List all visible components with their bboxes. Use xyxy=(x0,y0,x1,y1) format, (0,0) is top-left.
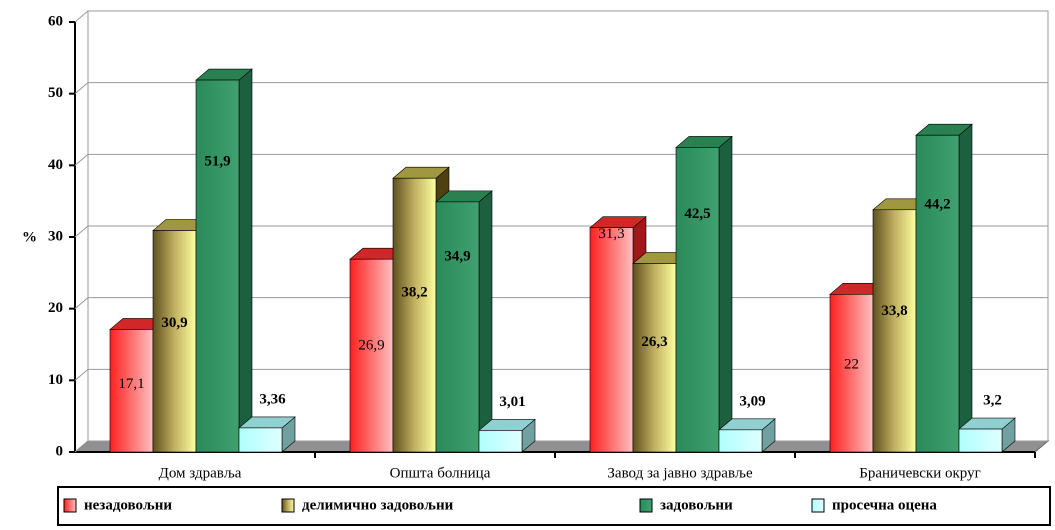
legend-label: делимично задовољни xyxy=(302,497,454,513)
bar xyxy=(675,147,720,453)
bar xyxy=(238,427,283,453)
y-tick-label: 0 xyxy=(56,443,64,459)
bar xyxy=(152,230,197,453)
bar xyxy=(718,429,763,453)
value-label: 3,36 xyxy=(259,391,286,407)
legend-label: незадовољни xyxy=(84,497,172,513)
value-label: 3,2 xyxy=(983,393,1002,409)
y-tick-label: 40 xyxy=(48,157,63,173)
x-tick-label: Дом здравља xyxy=(159,465,242,481)
value-label: 26,3 xyxy=(641,334,667,350)
x-tick-label: Завод за јавно здравље xyxy=(607,465,753,481)
bar xyxy=(195,79,240,453)
value-label: 17,1 xyxy=(118,376,144,392)
value-label: 22 xyxy=(844,357,859,373)
bar xyxy=(632,263,677,453)
bar xyxy=(109,329,154,453)
bar-side xyxy=(238,68,253,453)
value-label: 38,2 xyxy=(401,285,427,301)
value-label: 42,5 xyxy=(684,206,710,222)
y-tick-label: 20 xyxy=(48,300,63,316)
legend-label: задовољни xyxy=(660,497,733,513)
bar xyxy=(872,209,917,453)
bar xyxy=(349,258,394,453)
value-label: 31,3 xyxy=(598,226,624,242)
bar-side xyxy=(478,190,493,453)
y-tick-label: 50 xyxy=(48,85,63,101)
value-label: 51,9 xyxy=(204,153,230,169)
bar xyxy=(915,134,960,453)
bar-side xyxy=(718,135,733,453)
value-label: 44,2 xyxy=(924,196,950,212)
bar xyxy=(392,177,437,453)
legend-swatch xyxy=(63,498,77,513)
grid-line xyxy=(74,10,1048,23)
value-label: 34,9 xyxy=(444,248,470,264)
y-tick-label: 30 xyxy=(48,228,63,244)
x-tick-label: Браничевски округ xyxy=(859,465,981,481)
legend-label: просечна оцена xyxy=(832,497,937,513)
y-axis-label: % xyxy=(22,229,37,245)
y-tick-label: 10 xyxy=(48,372,63,388)
value-label: 30,9 xyxy=(161,315,187,331)
value-label: 26,9 xyxy=(358,337,384,353)
x-tick-label: Општа болница xyxy=(390,465,491,481)
grid-line xyxy=(74,82,1048,95)
legend-swatch xyxy=(281,498,295,513)
legend-swatch xyxy=(639,498,653,513)
bar xyxy=(435,201,480,453)
bar xyxy=(958,428,1003,453)
y-tick-label: 60 xyxy=(48,13,63,29)
value-label: 3,01 xyxy=(499,394,525,410)
bar xyxy=(478,430,523,453)
value-label: 33,8 xyxy=(881,303,907,319)
legend xyxy=(57,486,1051,526)
legend-swatch xyxy=(811,498,825,513)
bar xyxy=(829,294,874,453)
value-label: 3,09 xyxy=(739,393,765,409)
bar-side xyxy=(958,123,973,453)
bar xyxy=(589,227,634,453)
